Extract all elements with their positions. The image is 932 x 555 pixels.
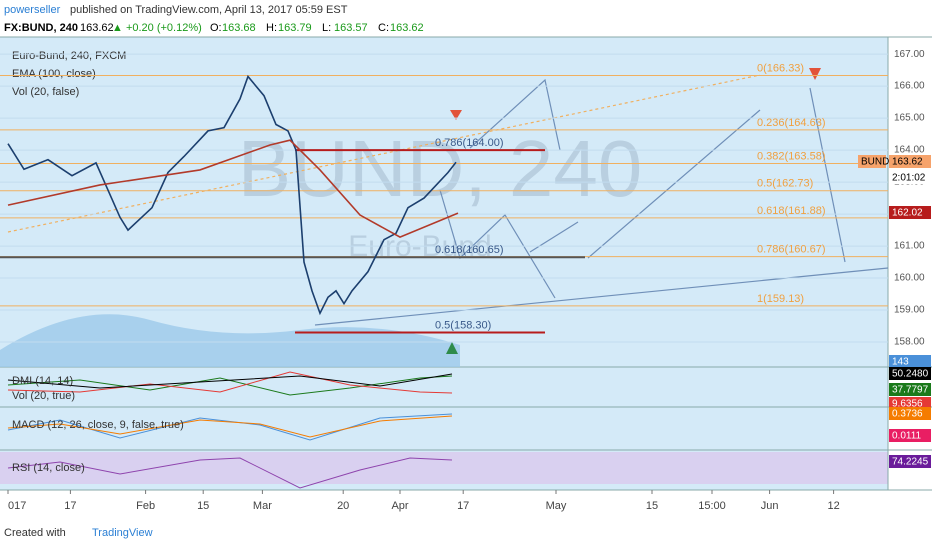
down-arrow [450,110,462,120]
pane-label: DMI (14, 14) [12,375,73,387]
header: powerseller published on TradingView.com… [4,4,348,34]
badge-text: 9.6356 [892,399,923,410]
ohlc-value: 163.79 [278,22,312,34]
badge-text: 37.7797 [892,385,929,396]
pane-label: Vol (20, false) [12,86,79,98]
last: 163.62 [80,22,114,34]
price-badge [889,407,931,420]
y-tick-label: 159.00 [894,305,925,316]
change: ▲ +0.20 (+0.12%) [112,22,202,34]
pane-label: RSI (14, close) [12,462,85,474]
y-tick-label: 161.00 [894,241,925,252]
x-tick-label: 17 [457,500,469,512]
ohlc-label: H: [266,22,277,34]
volume-area [0,314,460,367]
author[interactable]: powerseller [4,4,61,16]
badge-text: 74.2245 [892,457,929,468]
price-badge [858,155,886,168]
x-tick-label: Jun [761,500,779,512]
level-label: 0.618(160.65) [435,244,504,256]
level-label: 1(159.13) [757,293,804,305]
x-tick-label: Mar [253,500,272,512]
badge-text: 50.2480 [892,369,929,380]
x-tick-label: 15:00 [698,500,726,512]
x-tick-label: Apr [391,500,408,512]
level-label: 0.5(162.73) [757,178,813,190]
pane-label: MACD (12, 26, close, 9, false, true) [12,419,184,431]
x-tick-label: 20 [337,500,349,512]
ohlc-value: 163.62 [390,22,424,34]
symbol: FX:BUND, 240 [4,22,78,34]
level-label: 0.5(158.30) [435,319,491,331]
y-tick-label: 164.00 [894,145,925,156]
x-tick-label: 17 [64,500,76,512]
badge-text: BUND [861,157,889,168]
price-badge [889,355,931,368]
level-label: 0.786(160.67) [757,244,826,256]
footer-created: Created with [4,527,66,539]
x-tick-label: Feb [136,500,155,512]
ohlc-value: 163.68 [222,22,256,34]
pane-label: EMA (100, close) [12,68,96,80]
badge-text: 0.0111 [892,431,922,442]
price-badge [889,367,931,380]
price-line [7,74,457,316]
ohlc-label: O: [210,22,222,34]
level-label: 0.236(164.63) [757,117,826,129]
x-tick-label: 15 [646,500,658,512]
down-arrow [809,68,821,80]
price-badge [889,383,931,396]
up-arrow [446,342,458,354]
badge-text: 162.02 [892,208,923,219]
ohlc-value: 163.57 [334,22,368,34]
x-tick-label: May [546,500,567,512]
pane-label: Euro-Bund, 240, FXCM [12,50,126,62]
ohlc-label: L: [322,22,331,34]
badge-text: 143 [892,357,909,368]
price-badge [889,429,931,442]
y-tick-label: 166.00 [894,81,925,92]
badge-text: 0.3736 [892,409,923,420]
x-tick-label: 12 [827,500,839,512]
x-tick-label: 017 [8,500,26,512]
indicator-lines [7,371,453,489]
y-tick-label: 165.00 [894,113,925,124]
price-badge [889,206,931,219]
y-tick-label: 167.00 [894,49,925,60]
badge-text: 2:01:02 [892,173,926,184]
price-badge [889,397,931,410]
y-tick-label: 160.00 [894,273,925,284]
watermark: BUND, 240 [238,124,643,213]
footer-brand[interactable]: TradingView [92,527,153,539]
pane-label: Vol (20, true) [12,390,75,402]
ohlc-label: C: [378,22,389,34]
level-label: 0.382(163.58) [757,150,826,162]
price-badge [889,155,931,168]
level-label: 0.618(161.88) [757,205,826,217]
y-tick-label: 158.00 [894,337,925,348]
x-tick-label: 15 [197,500,209,512]
price-badge [889,171,931,184]
rsi-band [0,452,888,484]
badge-text: 163.62 [892,157,923,168]
level-label: 0.786(164.00) [435,137,504,149]
price-badge [889,455,931,468]
published: published on TradingView.com, April 13, … [70,4,348,16]
level-label: 0(166.33) [757,62,804,74]
price-line [7,139,459,238]
